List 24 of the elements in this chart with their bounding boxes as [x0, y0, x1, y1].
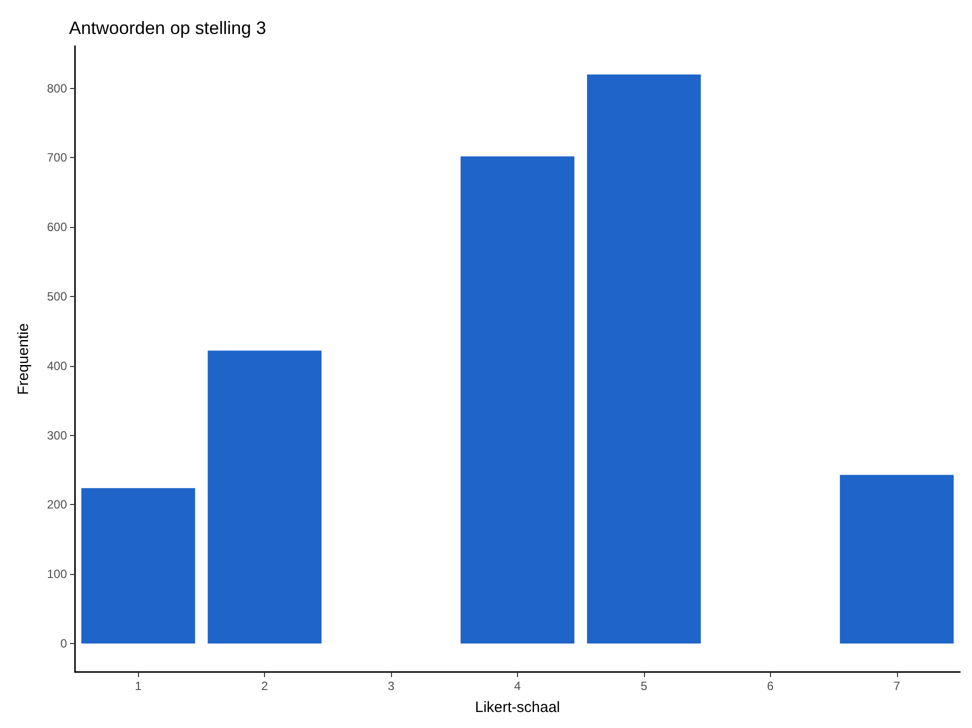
y-tick-label: 100	[46, 567, 68, 582]
bar	[587, 74, 701, 644]
y-tick-label: 0	[60, 636, 68, 651]
y-tick-label: 500	[46, 290, 68, 304]
x-axis-title: Likert-schaal	[474, 699, 560, 716]
bar	[460, 156, 574, 644]
x-tick-label: 5	[640, 679, 648, 693]
y-axis-title: Frequentie	[15, 323, 32, 395]
x-tick-label: 4	[514, 679, 522, 693]
x-tick-label: 1	[134, 679, 142, 693]
bar	[81, 488, 196, 644]
y-tick-label: 700	[46, 150, 68, 165]
y-tick-label: 400	[46, 358, 68, 373]
x-tick-label: 3	[388, 679, 395, 693]
y-tick-label: 600	[46, 220, 68, 234]
chart-title: Antwoorden op stelling 3	[69, 18, 266, 38]
y-tick-label: 200	[46, 498, 68, 512]
x-tick-label: 2	[261, 679, 268, 693]
y-tick-label: 300	[46, 428, 68, 442]
bar	[208, 350, 322, 644]
y-tick-label: 800	[46, 81, 68, 96]
x-tick-label: 6	[767, 679, 774, 693]
x-tick-label: 7	[893, 679, 900, 693]
bar	[840, 474, 954, 644]
